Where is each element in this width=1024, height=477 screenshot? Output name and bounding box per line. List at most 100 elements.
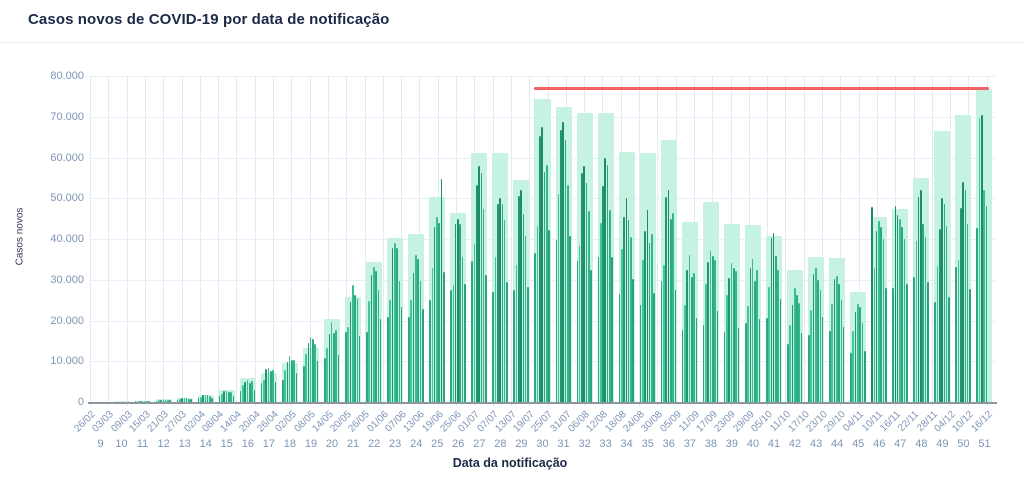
daily-bar[interactable] [566,185,569,402]
daily-bar[interactable] [372,267,375,402]
daily-bar[interactable] [751,259,754,402]
daily-bar[interactable] [749,267,752,402]
daily-bar[interactable] [541,126,543,402]
daily-bar[interactable] [431,267,434,402]
daily-bar[interactable] [576,261,579,402]
daily-bar[interactable] [768,287,770,402]
daily-bar[interactable] [873,267,876,402]
daily-bar[interactable] [178,398,181,402]
daily-bar[interactable] [155,400,158,402]
daily-bar[interactable] [515,265,518,402]
daily-bar[interactable] [452,284,455,402]
daily-bar[interactable] [503,219,506,402]
daily-bar[interactable] [857,304,859,402]
daily-bar[interactable] [221,393,223,402]
daily-bar[interactable] [978,117,981,402]
daily-bar[interactable] [627,220,630,402]
daily-bar[interactable] [884,287,887,402]
daily-bar[interactable] [419,281,422,402]
daily-bar[interactable] [302,366,305,402]
daily-bar[interactable] [765,317,768,402]
daily-bar[interactable] [190,399,193,402]
daily-bar[interactable] [597,256,600,402]
daily-bar[interactable] [859,307,861,402]
daily-bar[interactable] [583,165,586,402]
daily-bar[interactable] [387,317,389,402]
daily-bar[interactable] [200,396,202,402]
daily-bar[interactable] [396,247,398,402]
daily-bar[interactable] [454,224,457,402]
daily-bar[interactable] [188,398,190,402]
daily-bar[interactable] [948,297,950,402]
daily-bar[interactable] [896,214,899,402]
daily-bar[interactable] [817,280,819,402]
daily-bar[interactable] [695,318,698,402]
daily-bar[interactable] [852,331,855,402]
daily-bar[interactable] [793,287,796,402]
daily-bar[interactable] [772,233,775,402]
daily-bar[interactable] [499,198,501,402]
daily-bar[interactable] [892,287,894,402]
daily-bar[interactable] [667,190,670,402]
daily-bar[interactable] [545,164,548,402]
daily-bar[interactable] [223,390,225,402]
daily-bar[interactable] [415,254,417,402]
daily-bar[interactable] [861,323,864,402]
daily-bar[interactable] [436,216,438,402]
daily-bar[interactable] [169,400,171,402]
daily-bar[interactable] [377,290,380,402]
daily-bar[interactable] [723,331,726,402]
daily-bar[interactable] [684,305,686,402]
daily-bar[interactable] [260,382,263,402]
daily-bar[interactable] [981,115,983,402]
daily-bar[interactable] [747,305,749,402]
daily-bar[interactable] [478,165,480,402]
daily-bar[interactable] [623,216,625,402]
daily-bar[interactable] [941,198,943,402]
daily-bar[interactable] [333,332,335,402]
daily-bar[interactable] [672,213,674,402]
daily-bar[interactable] [829,330,831,402]
daily-bar[interactable] [775,255,777,402]
daily-bar[interactable] [609,209,611,402]
daily-bar[interactable] [482,208,485,402]
daily-bar[interactable] [796,294,798,402]
daily-bar[interactable] [585,183,588,402]
daily-bar[interactable] [894,205,897,402]
daily-bar[interactable] [197,398,200,402]
daily-bar[interactable] [651,233,653,402]
daily-bar[interactable] [798,303,801,402]
daily-bar[interactable] [945,225,948,402]
daily-bar[interactable] [969,288,971,402]
daily-bar[interactable] [955,267,957,402]
daily-bar[interactable] [581,172,583,402]
daily-bar[interactable] [882,239,885,402]
daily-bar[interactable] [464,283,466,402]
daily-bar[interactable] [230,392,232,402]
daily-bar[interactable] [438,222,440,402]
daily-bar[interactable] [368,301,370,402]
daily-bar[interactable] [548,229,550,402]
daily-bar[interactable] [899,218,901,402]
daily-bar[interactable] [440,179,443,402]
daily-bar[interactable] [669,219,672,402]
daily-bar[interactable] [569,235,571,402]
daily-bar[interactable] [183,397,186,402]
daily-bar[interactable] [136,401,139,402]
daily-bar[interactable] [560,130,562,402]
daily-bar[interactable] [957,259,960,402]
daily-bar[interactable] [660,281,663,402]
daily-bar[interactable] [429,300,431,402]
daily-bar[interactable] [286,361,289,402]
daily-bar[interactable] [959,208,962,402]
daily-bar[interactable] [251,381,253,402]
daily-bar[interactable] [148,401,150,402]
daily-bar[interactable] [232,395,235,402]
daily-bar[interactable] [681,329,684,402]
daily-bar[interactable] [927,282,929,402]
daily-bar[interactable] [513,289,516,402]
daily-bar[interactable] [314,343,317,402]
daily-bar[interactable] [639,305,642,402]
daily-bar[interactable] [924,236,927,402]
daily-bar[interactable] [345,332,347,402]
